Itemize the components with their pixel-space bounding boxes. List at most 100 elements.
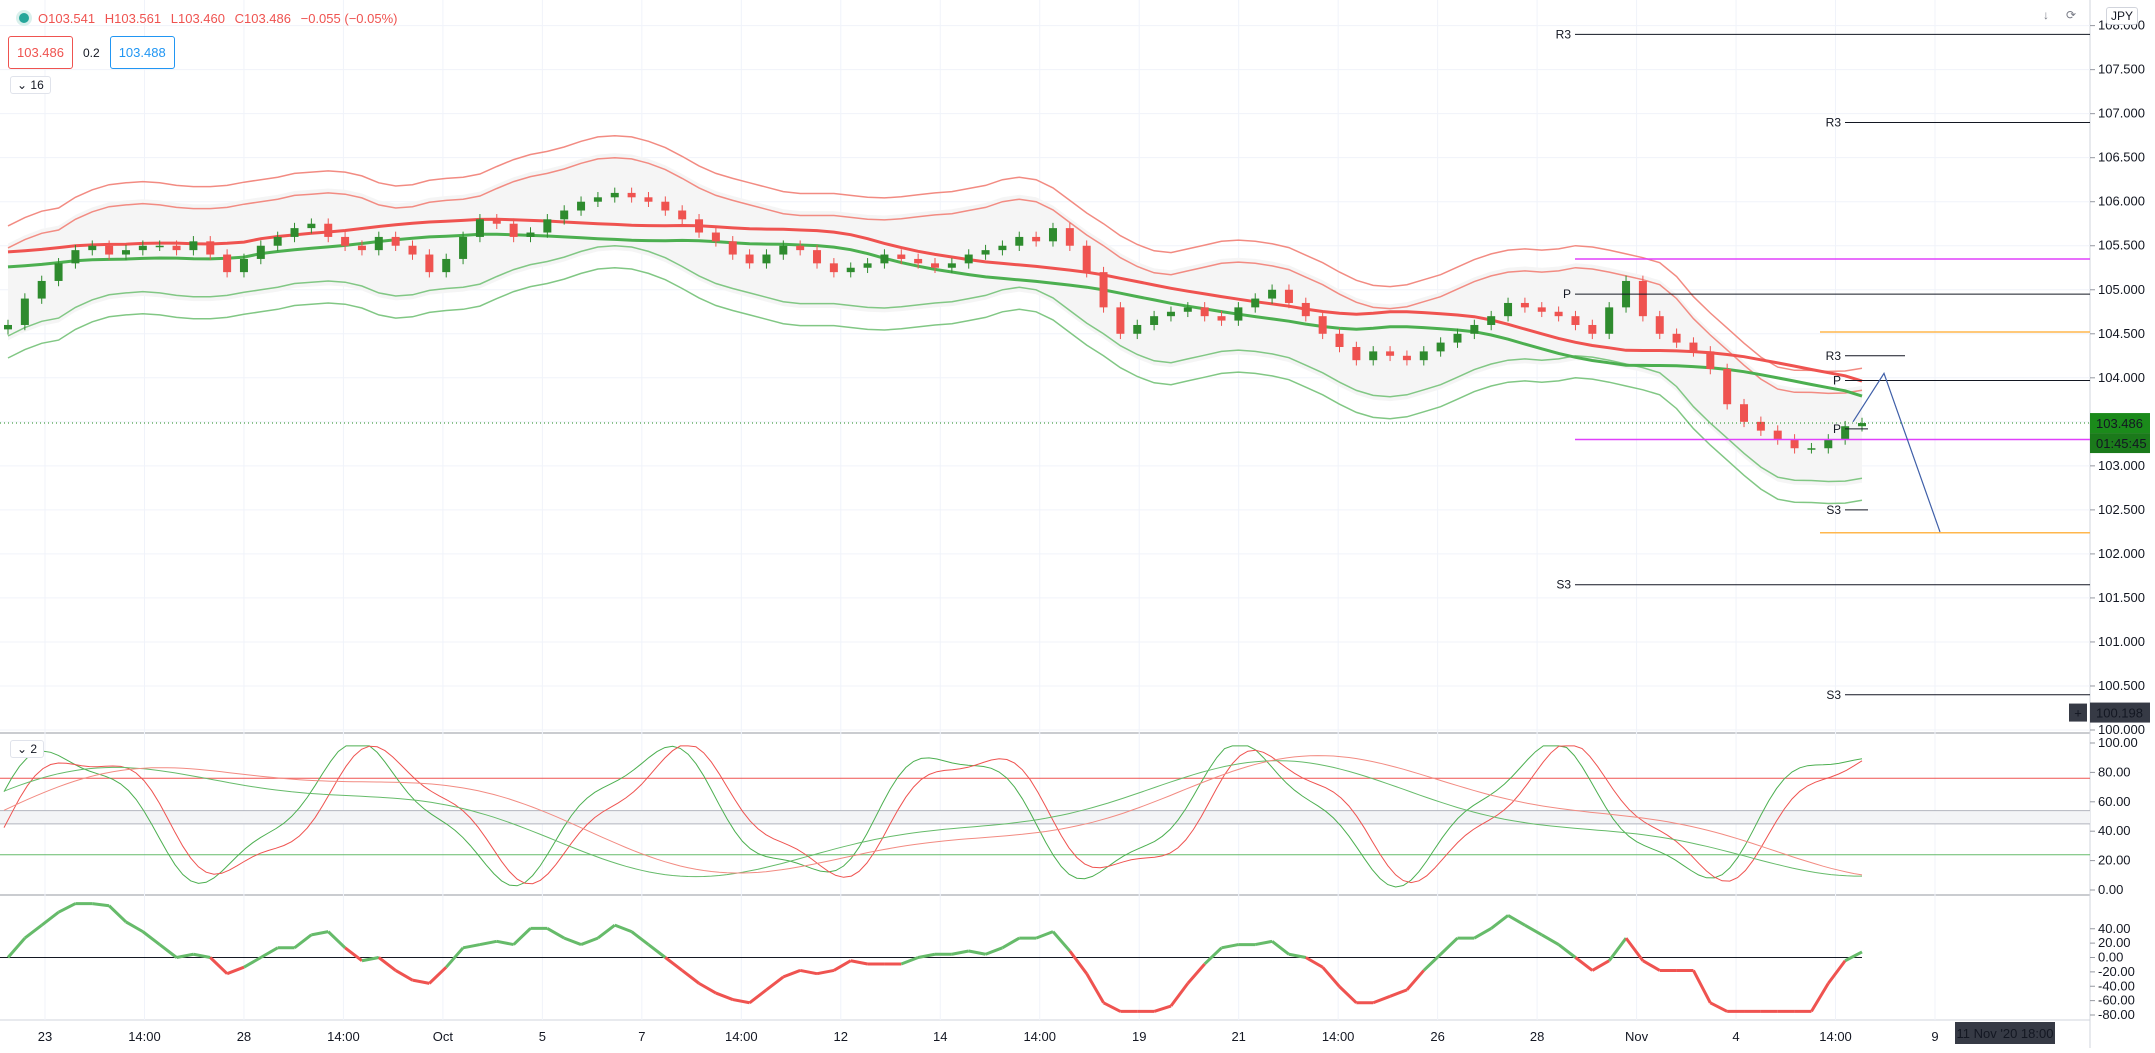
oscillator-band-fill	[0, 810, 2090, 824]
reset-view-icon[interactable]: ⟳	[2066, 8, 2077, 22]
momentum-segment	[428, 966, 448, 985]
candle-body	[155, 245, 164, 248]
momentum-segment	[193, 952, 211, 959]
indicators-toggle-oscillator[interactable]: ⌄ 2	[10, 740, 45, 758]
momentum-segment	[377, 956, 397, 972]
candle-body	[1638, 280, 1647, 317]
momentum-segment	[125, 920, 144, 933]
candle-body	[105, 245, 114, 255]
momentum-segment	[1035, 930, 1054, 940]
indicators-toggle-main[interactable]: ⌄ 16	[10, 76, 51, 94]
crosshair-time-label: 11 Nov '20 18:00	[1957, 1026, 2054, 1041]
y-tick-label: 104.000	[2098, 370, 2145, 385]
candle-body	[1268, 289, 1277, 299]
candle-body	[88, 245, 97, 251]
momentum-segment	[1557, 943, 1577, 959]
momentum-segment	[23, 923, 43, 940]
pivot-label: P	[1833, 422, 1841, 436]
momentum-segment	[1288, 952, 1307, 959]
candle-body	[577, 201, 586, 211]
crosshair-price-label: 100.198	[2096, 706, 2143, 721]
candle-body	[172, 245, 181, 251]
osc-tick-label: 60.00	[2098, 794, 2131, 809]
x-tick-label: 5	[539, 1029, 546, 1044]
candle-body	[931, 263, 939, 268]
momentum-segment	[1254, 939, 1273, 947]
x-tick-label: 14:00	[1023, 1029, 1056, 1044]
candle-body	[829, 263, 838, 273]
candle-body	[863, 263, 872, 268]
candle-body	[1470, 324, 1479, 334]
x-tick-label: 7	[638, 1029, 645, 1044]
candle-body	[1116, 307, 1125, 334]
candle-body	[374, 236, 383, 251]
currency-badge: JPY	[2106, 7, 2139, 25]
momentum-segment	[1321, 966, 1341, 988]
candle-body	[20, 298, 29, 325]
momentum-segment	[496, 939, 514, 947]
momentum-segment	[698, 982, 717, 995]
x-tick-label: 14:00	[1322, 1029, 1355, 1044]
candle-body	[1183, 307, 1192, 312]
momentum-segment	[327, 930, 347, 949]
y-tick-label: 105.500	[2098, 238, 2145, 253]
candle-body	[138, 245, 147, 251]
candle-body	[1335, 333, 1344, 347]
candle-body	[947, 263, 956, 268]
x-tick-label: Oct	[433, 1029, 454, 1044]
current-price-badge	[2090, 413, 2150, 434]
ohlc-close: C103.486	[234, 10, 291, 26]
candle-body	[239, 258, 248, 273]
momentum-segment	[1810, 982, 1830, 1013]
momentum-segment	[765, 975, 785, 992]
momentum-segment	[1389, 988, 1408, 998]
momentum-segment	[141, 930, 161, 946]
momentum-segment	[1607, 937, 1628, 962]
pivot-label: R3	[1826, 349, 1842, 363]
candle-body	[1487, 316, 1496, 325]
momentum-segment	[1574, 956, 1594, 972]
candle-body	[357, 245, 366, 251]
stochastic-line	[3, 760, 1862, 878]
candle-body	[593, 197, 602, 202]
candle-body	[54, 263, 63, 281]
candle-body	[1520, 302, 1529, 308]
x-tick-label: 28	[1530, 1029, 1544, 1044]
momentum-segment	[1186, 962, 1206, 985]
momentum-segment	[1709, 1001, 1728, 1013]
candle-body	[1402, 355, 1411, 361]
momentum-segment	[614, 923, 633, 934]
candle-body	[728, 241, 737, 255]
candle-body	[1554, 311, 1563, 317]
momentum-segment	[243, 956, 262, 969]
momentum-segment	[1153, 1004, 1172, 1013]
y-tick-label: 101.000	[2098, 634, 2145, 649]
candle-body	[307, 223, 316, 229]
buy-button[interactable]: 103.488	[109, 36, 175, 69]
crosshair-time-badge	[1955, 1022, 2055, 1044]
candle-body	[846, 267, 855, 273]
x-tick-label: Nov	[1625, 1029, 1649, 1044]
candle-body	[914, 258, 923, 264]
momentum-segment	[850, 959, 868, 966]
momentum-segment	[176, 952, 194, 959]
momentum-segment	[1085, 972, 1105, 1004]
momentum-segment	[1642, 959, 1661, 972]
momentum-segment	[1624, 937, 1645, 962]
momentum-segment	[664, 956, 684, 972]
candle-body	[492, 219, 501, 224]
candle-body	[1571, 316, 1580, 325]
projection-line	[1852, 372, 1941, 533]
x-tick-label: 14:00	[128, 1029, 161, 1044]
sell-button[interactable]: 103.486	[8, 36, 73, 69]
slow-ma-red	[7, 217, 1863, 383]
candle-body	[813, 250, 822, 264]
scroll-down-icon[interactable]: ↓	[2043, 8, 2049, 22]
candle-body	[442, 258, 451, 273]
momentum-segment	[1439, 937, 1459, 956]
momentum-segment	[344, 946, 363, 962]
momentum-segment	[1203, 946, 1223, 966]
pivot-label: P	[1563, 287, 1571, 301]
